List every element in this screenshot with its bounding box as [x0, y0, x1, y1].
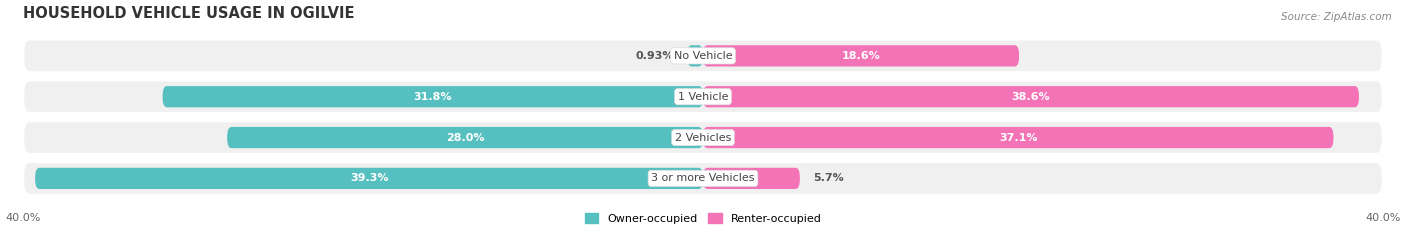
FancyBboxPatch shape: [24, 162, 1382, 195]
Text: No Vehicle: No Vehicle: [673, 51, 733, 61]
FancyBboxPatch shape: [688, 45, 703, 66]
FancyBboxPatch shape: [228, 127, 703, 148]
Text: 5.7%: 5.7%: [814, 173, 844, 183]
Text: 18.6%: 18.6%: [842, 51, 880, 61]
Text: 31.8%: 31.8%: [413, 92, 453, 102]
Text: HOUSEHOLD VEHICLE USAGE IN OGILVIE: HOUSEHOLD VEHICLE USAGE IN OGILVIE: [24, 6, 354, 21]
FancyBboxPatch shape: [24, 40, 1382, 72]
FancyBboxPatch shape: [703, 168, 800, 189]
FancyBboxPatch shape: [703, 127, 1333, 148]
Text: 38.6%: 38.6%: [1012, 92, 1050, 102]
FancyBboxPatch shape: [24, 80, 1382, 113]
FancyBboxPatch shape: [703, 45, 1019, 66]
Text: 0.93%: 0.93%: [636, 51, 673, 61]
FancyBboxPatch shape: [24, 121, 1382, 154]
Text: Source: ZipAtlas.com: Source: ZipAtlas.com: [1281, 12, 1392, 22]
Text: 2 Vehicles: 2 Vehicles: [675, 132, 731, 143]
Text: 37.1%: 37.1%: [1000, 132, 1038, 143]
Text: 28.0%: 28.0%: [446, 132, 484, 143]
FancyBboxPatch shape: [35, 168, 703, 189]
FancyBboxPatch shape: [163, 86, 703, 107]
Text: 3 or more Vehicles: 3 or more Vehicles: [651, 173, 755, 183]
Text: 39.3%: 39.3%: [350, 173, 388, 183]
FancyBboxPatch shape: [703, 86, 1360, 107]
Legend: Owner-occupied, Renter-occupied: Owner-occupied, Renter-occupied: [581, 209, 825, 228]
Text: 1 Vehicle: 1 Vehicle: [678, 92, 728, 102]
